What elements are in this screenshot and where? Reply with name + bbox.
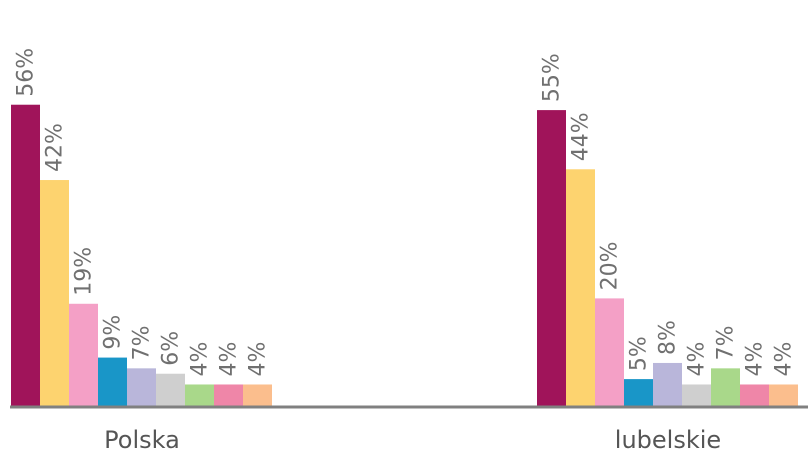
value-label-polska-2: 42%: [43, 123, 68, 172]
bar-lubelskie-3: [595, 298, 624, 406]
value-label-lubelskie-5: 8%: [656, 320, 681, 355]
value-label-lubelskie-4: 5%: [627, 336, 652, 371]
bar-polska-6: [156, 373, 185, 406]
value-label-polska-9: 4%: [246, 342, 271, 377]
value-label-lubelskie-2: 44%: [569, 112, 594, 161]
bar-lubelskie-8: [740, 384, 769, 406]
bar-polska-9: [243, 384, 272, 406]
bar-lubelskie-2: [566, 169, 595, 406]
bar-polska-2: [40, 180, 69, 406]
value-label-polska-5: 7%: [130, 325, 155, 360]
bar-lubelskie-7: [711, 368, 740, 406]
bar-lubelskie-9: [769, 384, 798, 406]
value-label-polska-3: 19%: [72, 247, 97, 296]
value-label-lubelskie-1: 55%: [540, 53, 565, 102]
bar-polska-4: [98, 357, 127, 406]
value-label-lubelskie-3: 20%: [598, 241, 623, 290]
value-label-lubelskie-6: 4%: [685, 342, 710, 377]
bar-lubelskie-4: [624, 379, 653, 406]
bar-polska-1: [11, 104, 40, 406]
bars-group: [11, 104, 798, 406]
value-label-polska-8: 4%: [217, 342, 242, 377]
bar-lubelskie-1: [537, 110, 566, 406]
bar-polska-7: [185, 384, 214, 406]
value-labels-group: 56%42%19%9% 7% 6% 4% 4% 4%55%44%20%5% 8%4% 7% 4%…: [14, 48, 797, 377]
value-label-polska-4: 9%: [101, 315, 126, 350]
value-label-lubelskie-9: 4%: [772, 342, 797, 377]
value-label-lubelskie-8: 4%: [743, 342, 768, 377]
bar-polska-3: [69, 303, 98, 406]
value-label-polska-7: 4%: [188, 342, 213, 377]
bar-lubelskie-5: [653, 362, 682, 406]
bar-polska-8: [214, 384, 243, 406]
category-label-lubelskie: lubelskie: [615, 426, 721, 454]
value-label-polska-1: 56%: [14, 48, 39, 97]
value-label-lubelskie-7: 7%: [714, 325, 739, 360]
value-label-polska-6: 6%: [159, 331, 184, 366]
bar-polska-5: [127, 368, 156, 406]
bar-lubelskie-6: [682, 384, 711, 406]
category-label-polska: Polska: [104, 426, 180, 454]
